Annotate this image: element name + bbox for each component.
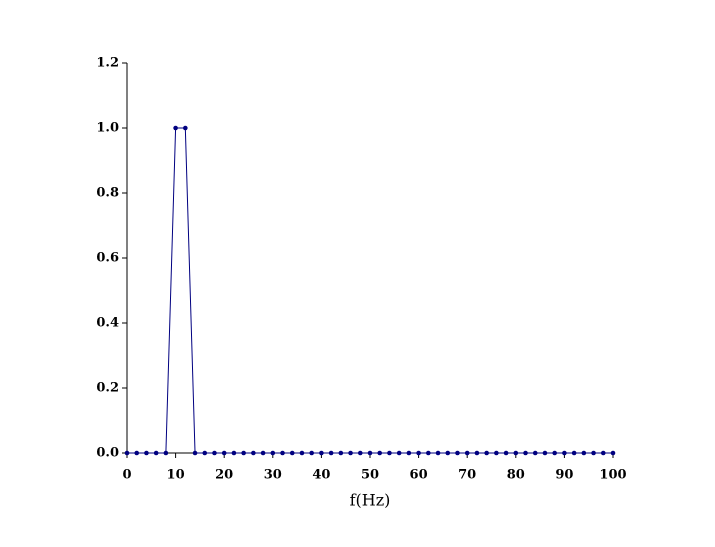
- data-point: [251, 450, 256, 456]
- data-point: [367, 450, 373, 456]
- data-point: [348, 450, 353, 456]
- data-point: [571, 450, 577, 456]
- x-tick-label: 100: [599, 468, 626, 483]
- x-tick-label: 10: [167, 468, 185, 483]
- data-point: [591, 450, 596, 456]
- y-tick-label: 0.6: [96, 251, 119, 266]
- data-point: [309, 450, 314, 456]
- y-tick-label: 0.4: [96, 316, 119, 331]
- data-point: [455, 450, 460, 456]
- data-point: [435, 450, 441, 456]
- data-point: [484, 450, 489, 456]
- y-tick-label: 1.2: [96, 56, 119, 71]
- data-point: [260, 450, 266, 456]
- data-point: [523, 450, 528, 456]
- data-point: [338, 450, 344, 456]
- data-point: [299, 450, 305, 456]
- data-point: [221, 450, 227, 456]
- data-point: [163, 450, 169, 456]
- data-point: [289, 450, 295, 456]
- y-tick-label: 1.0: [96, 121, 119, 136]
- data-point: [377, 450, 383, 456]
- x-tick-label: 30: [264, 468, 282, 483]
- x-tick-label: 70: [458, 468, 476, 483]
- data-point: [153, 450, 159, 456]
- data-point: [396, 450, 402, 456]
- data-point: [173, 125, 178, 131]
- data-point: [610, 450, 616, 456]
- data-line: [127, 127, 613, 454]
- data-point: [387, 450, 392, 456]
- data-point: [144, 450, 149, 456]
- data-point: [562, 450, 567, 456]
- data-point: [192, 450, 198, 456]
- x-axis-label: f(Hz): [350, 491, 391, 510]
- y-tick-label: 0.0: [96, 446, 119, 461]
- data-point: [416, 450, 421, 456]
- data-point: [319, 450, 324, 456]
- y-tick-label: 0.2: [96, 381, 119, 396]
- data-point: [503, 450, 509, 456]
- data-point: [328, 450, 334, 456]
- x-tick-label: 80: [507, 468, 525, 483]
- data-point: [241, 450, 246, 456]
- x-tick-label: 40: [312, 468, 330, 483]
- y-tick-label: 0.8: [96, 186, 119, 201]
- data-point: [513, 450, 519, 456]
- data-point: [600, 450, 606, 456]
- data-point: [426, 450, 431, 456]
- data-point: [270, 450, 276, 456]
- data-point: [231, 450, 237, 456]
- data-point: [406, 450, 412, 456]
- x-tick-label: 50: [361, 468, 379, 483]
- data-point: [464, 450, 470, 456]
- data-point: [357, 450, 363, 456]
- x-tick-label: 20: [215, 468, 233, 483]
- data-point: [552, 450, 557, 456]
- data-point: [581, 450, 587, 456]
- data-point: [202, 450, 208, 456]
- x-tick-label: 0: [122, 468, 131, 483]
- data-point: [532, 450, 538, 456]
- data-point: [212, 450, 217, 456]
- x-tick-label: 90: [555, 468, 573, 483]
- data-point: [124, 450, 130, 456]
- data-point: [280, 450, 285, 456]
- data-point: [183, 125, 188, 131]
- data-point: [494, 450, 499, 456]
- data-point: [474, 450, 480, 456]
- data-point: [445, 450, 451, 456]
- data-point: [134, 450, 140, 456]
- data-point: [542, 450, 548, 456]
- x-tick-label: 60: [410, 468, 428, 483]
